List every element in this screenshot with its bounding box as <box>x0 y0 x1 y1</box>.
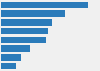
Bar <box>1 2 88 8</box>
Bar <box>1 37 46 43</box>
Bar <box>1 28 48 34</box>
Bar <box>1 45 30 52</box>
Bar <box>1 63 16 69</box>
Bar <box>1 54 21 60</box>
Bar <box>1 11 65 17</box>
Bar <box>1 19 52 26</box>
